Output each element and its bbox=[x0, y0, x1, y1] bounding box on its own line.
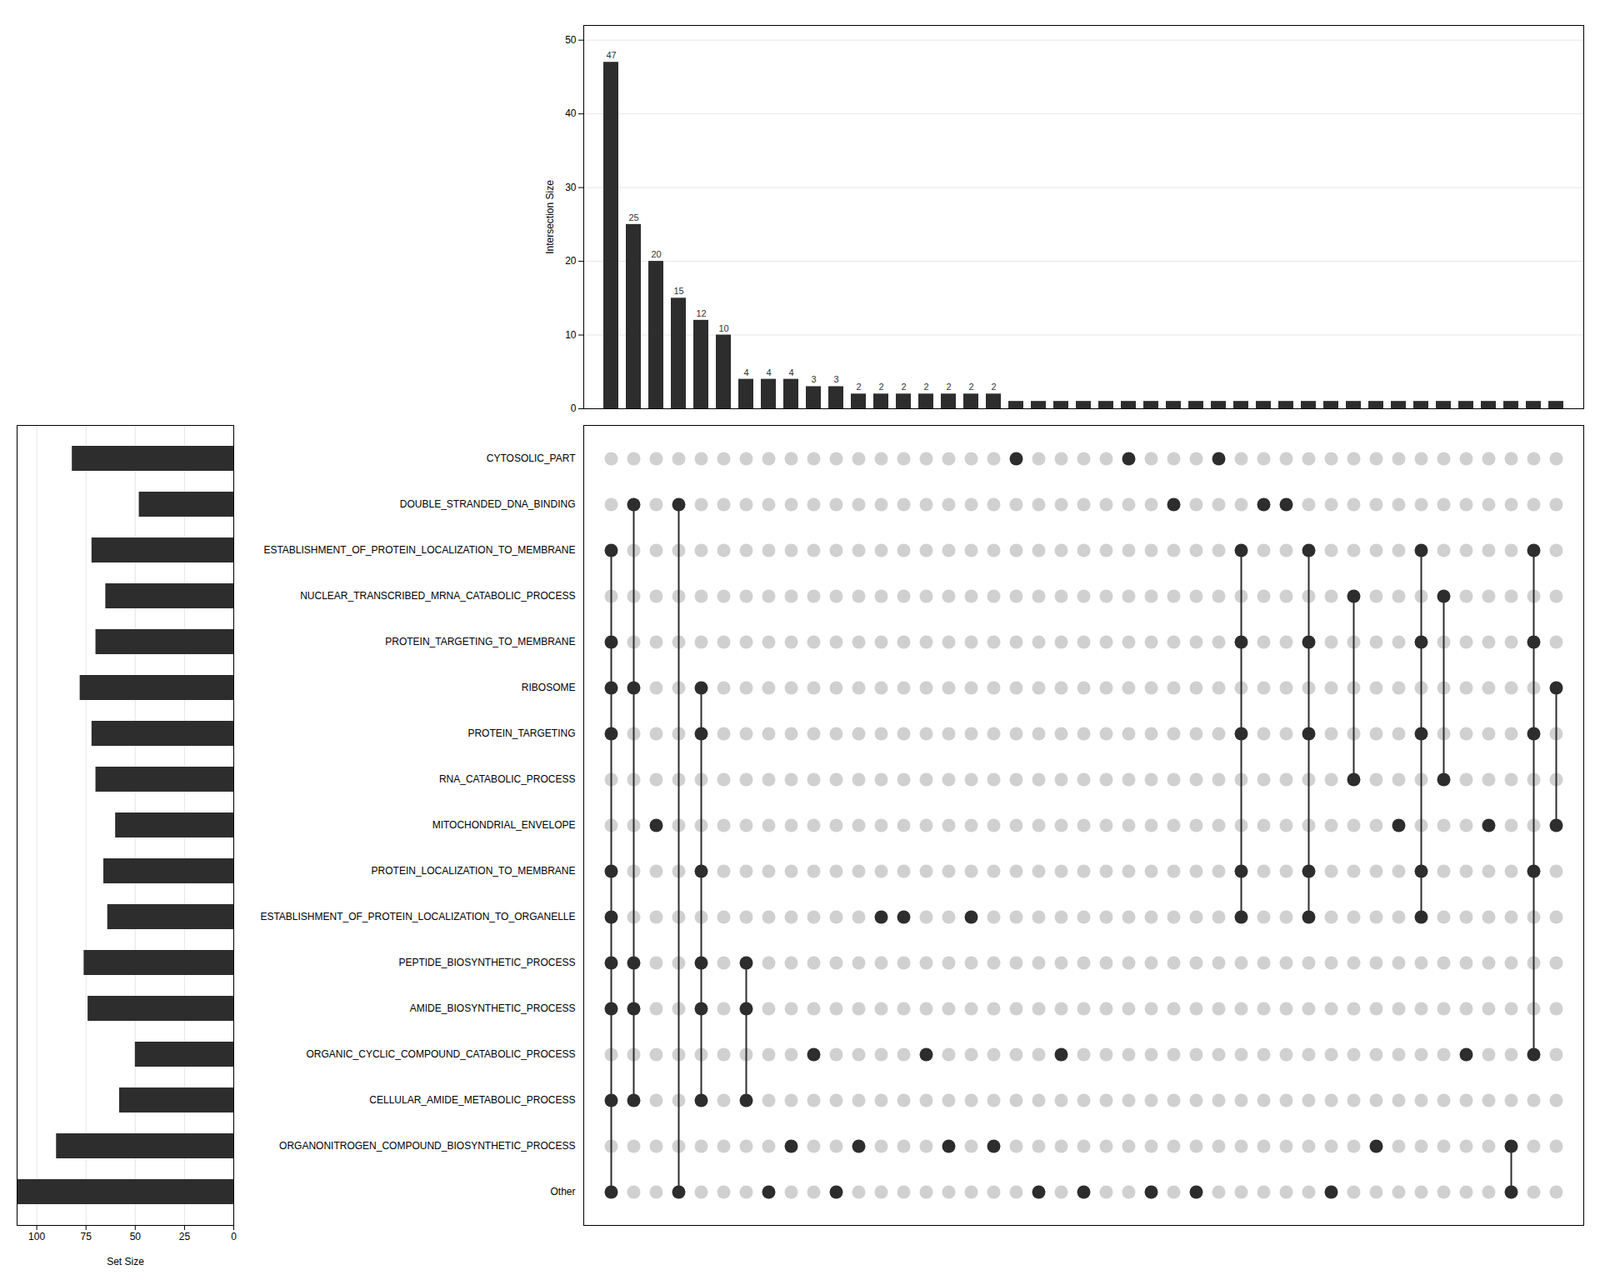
svg-text:DOUBLE_STRANDED_DNA_BINDING: DOUBLE_STRANDED_DNA_BINDING bbox=[400, 498, 576, 510]
svg-text:50: 50 bbox=[130, 1230, 142, 1243]
svg-text:PEPTIDE_BIOSYNTHETIC_PROCESS: PEPTIDE_BIOSYNTHETIC_PROCESS bbox=[398, 956, 575, 969]
svg-text:Other: Other bbox=[550, 1185, 575, 1198]
svg-text:2: 2 bbox=[923, 381, 929, 392]
svg-text:10: 10 bbox=[565, 329, 577, 341]
svg-text:ESTABLISHMENT_OF_PROTEIN_LOCAL: ESTABLISHMENT_OF_PROTEIN_LOCALIZATION_TO… bbox=[260, 910, 575, 923]
svg-text:2: 2 bbox=[900, 381, 906, 392]
svg-text:40: 40 bbox=[565, 107, 577, 120]
svg-text:4: 4 bbox=[788, 367, 794, 378]
svg-text:RIBOSOME: RIBOSOME bbox=[521, 681, 576, 694]
svg-text:CYTOSOLIC_PART: CYTOSOLIC_PART bbox=[486, 452, 576, 465]
svg-text:PROTEIN_TARGETING_TO_MEMBRANE: PROTEIN_TARGETING_TO_MEMBRANE bbox=[385, 635, 575, 648]
svg-text:47: 47 bbox=[605, 50, 616, 60]
svg-text:2: 2 bbox=[968, 381, 974, 392]
svg-text:NUCLEAR_TRANSCRIBED_MRNA_CATAB: NUCLEAR_TRANSCRIBED_MRNA_CATABOLIC_PROCE… bbox=[300, 590, 575, 602]
svg-text:ESTABLISHMENT_OF_PROTEIN_LOCAL: ESTABLISHMENT_OF_PROTEIN_LOCALIZATION_TO… bbox=[263, 544, 575, 556]
svg-text:50: 50 bbox=[565, 34, 577, 46]
svg-text:PROTEIN_TARGETING: PROTEIN_TARGETING bbox=[467, 727, 575, 740]
svg-text:AMIDE_BIOSYNTHETIC_PROCESS: AMIDE_BIOSYNTHETIC_PROCESS bbox=[410, 1002, 576, 1015]
svg-text:100: 100 bbox=[28, 1230, 45, 1243]
svg-text:3: 3 bbox=[833, 374, 839, 385]
svg-text:PROTEIN_LOCALIZATION_TO_MEMBRA: PROTEIN_LOCALIZATION_TO_MEMBRANE bbox=[371, 865, 576, 877]
svg-text:2: 2 bbox=[945, 381, 951, 392]
svg-text:2: 2 bbox=[990, 381, 996, 392]
svg-text:30: 30 bbox=[565, 181, 577, 194]
svg-text:CELLULAR_AMIDE_METABOLIC_PROCE: CELLULAR_AMIDE_METABOLIC_PROCESS bbox=[369, 1094, 575, 1106]
svg-text:15: 15 bbox=[673, 285, 684, 296]
svg-text:20: 20 bbox=[650, 249, 661, 260]
svg-text:MITOCHONDRIAL_ENVELOPE: MITOCHONDRIAL_ENVELOPE bbox=[432, 819, 576, 831]
svg-text:ORGANIC_CYCLIC_COMPOUND_CATABO: ORGANIC_CYCLIC_COMPOUND_CATABOLIC_PROCES… bbox=[306, 1048, 576, 1060]
svg-text:Set Size: Set Size bbox=[106, 1255, 145, 1268]
svg-text:2: 2 bbox=[855, 381, 861, 392]
svg-text:75: 75 bbox=[80, 1230, 93, 1243]
svg-text:25: 25 bbox=[179, 1230, 191, 1243]
svg-text:4: 4 bbox=[743, 367, 749, 378]
svg-text:Intersection Size: Intersection Size bbox=[544, 180, 556, 255]
svg-text:3: 3 bbox=[810, 374, 816, 385]
svg-text:2: 2 bbox=[878, 381, 884, 392]
svg-text:RNA_CATABOLIC_PROCESS: RNA_CATABOLIC_PROCESS bbox=[439, 773, 576, 785]
svg-text:25: 25 bbox=[628, 212, 639, 223]
svg-text:12: 12 bbox=[695, 308, 706, 319]
svg-text:0: 0 bbox=[570, 402, 577, 415]
svg-text:ORGANONITROGEN_COMPOUND_BIOSYN: ORGANONITROGEN_COMPOUND_BIOSYNTHETIC_PRO… bbox=[279, 1140, 575, 1152]
svg-text:10: 10 bbox=[718, 323, 729, 334]
svg-text:20: 20 bbox=[565, 255, 577, 267]
svg-text:4: 4 bbox=[765, 367, 771, 378]
svg-text:0: 0 bbox=[230, 1230, 237, 1243]
